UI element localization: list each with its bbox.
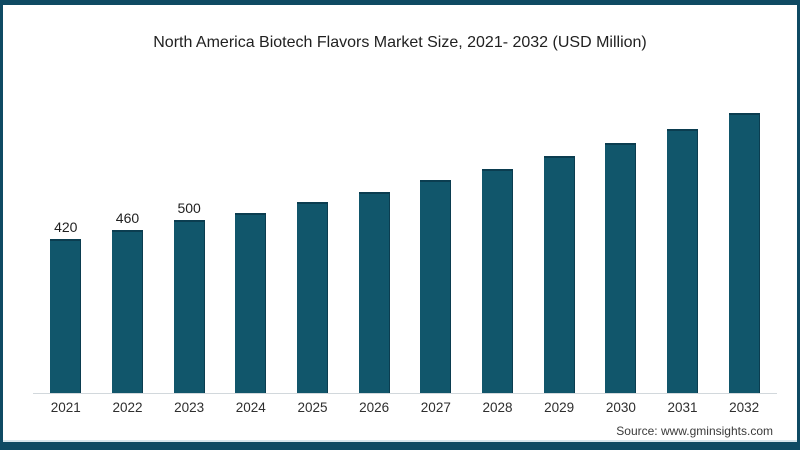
bar-slot: 420 — [35, 93, 97, 393]
x-axis-tick-label: 2025 — [297, 400, 328, 415]
bar-slot: 500 — [158, 93, 220, 393]
source-attribution: Source: www.gminsights.com — [616, 424, 773, 438]
bar-slot — [343, 93, 405, 393]
bar — [50, 239, 82, 393]
x-axis-tick-label: 2024 — [235, 400, 266, 415]
x-axis-tick-label: 2026 — [359, 400, 390, 415]
bar — [482, 168, 513, 393]
bar-value-label: 460 — [115, 209, 140, 226]
bar-slot — [652, 93, 714, 393]
bar — [420, 179, 452, 393]
bar — [358, 191, 390, 393]
x-axis-tick-labels: 2021 2022 2023 2024 2025 2026 2027 2028 … — [35, 400, 775, 415]
bar-slot — [282, 93, 344, 393]
bar — [235, 212, 267, 393]
bar-value-label: 500 — [177, 200, 201, 216]
bar — [111, 229, 143, 393]
bar-slot — [590, 93, 652, 393]
bar — [728, 113, 760, 393]
bar-value-label: 420 — [54, 219, 78, 235]
chart-title: North America Biotech Flavors Market Siz… — [153, 34, 647, 51]
bar-slot — [713, 93, 775, 393]
bar-slot — [220, 93, 282, 393]
bar-slot — [405, 93, 467, 393]
x-axis-tick-label: 2023 — [174, 400, 205, 415]
bar-slot: 460 — [97, 93, 159, 393]
bar — [296, 202, 328, 393]
x-axis-tick-label: 2027 — [420, 400, 451, 415]
x-axis-line — [33, 393, 777, 394]
bar-slot — [467, 93, 529, 393]
x-axis-tick-label: 2022 — [112, 400, 143, 415]
bar — [173, 220, 205, 393]
x-axis-tick-label: 2028 — [482, 400, 513, 415]
x-axis-tick-label: 2031 — [667, 400, 698, 415]
bar — [667, 128, 699, 393]
bar — [605, 142, 637, 393]
bottom-accent-line — [3, 440, 797, 442]
bar-chart-plot-area: 420 460 500 — [35, 93, 775, 393]
x-axis-tick-label: 2030 — [605, 400, 636, 415]
x-axis-tick-label: 2032 — [729, 400, 760, 415]
bar-slot — [528, 93, 590, 393]
x-axis-tick-label: 2021 — [50, 400, 81, 415]
bar — [543, 155, 575, 393]
x-axis-tick-label: 2029 — [544, 400, 575, 415]
